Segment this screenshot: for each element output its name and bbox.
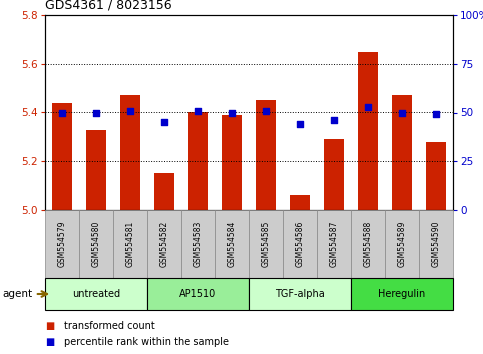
Text: transformed count: transformed count — [64, 321, 155, 331]
Bar — [86, 130, 106, 210]
Text: GSM554582: GSM554582 — [159, 221, 169, 267]
Bar — [45, 210, 79, 278]
Text: agent: agent — [2, 289, 32, 299]
Text: GSM554590: GSM554590 — [431, 221, 440, 267]
Bar — [385, 210, 419, 278]
Bar — [249, 278, 351, 310]
Text: ■: ■ — [45, 337, 54, 347]
Point — [160, 119, 168, 125]
Point — [364, 104, 372, 109]
Text: GSM554589: GSM554589 — [398, 221, 407, 267]
Text: untreated: untreated — [72, 289, 120, 299]
Bar — [426, 142, 446, 210]
Point — [432, 112, 440, 117]
Point — [398, 110, 406, 115]
Text: GSM554585: GSM554585 — [261, 221, 270, 267]
Bar — [324, 139, 344, 210]
Bar — [283, 210, 317, 278]
Text: GSM554588: GSM554588 — [364, 221, 372, 267]
Point — [58, 110, 66, 115]
Text: Heregulin: Heregulin — [378, 289, 426, 299]
Text: GSM554579: GSM554579 — [57, 221, 67, 267]
Bar — [215, 210, 249, 278]
Bar — [79, 210, 113, 278]
Bar — [52, 103, 72, 210]
Text: ■: ■ — [45, 321, 54, 331]
Bar — [222, 115, 242, 210]
Point — [194, 108, 202, 113]
Text: GSM554581: GSM554581 — [126, 221, 134, 267]
Point — [92, 110, 100, 115]
Text: GSM554583: GSM554583 — [194, 221, 202, 267]
Bar — [181, 210, 215, 278]
Text: GSM554580: GSM554580 — [91, 221, 100, 267]
Bar — [147, 278, 249, 310]
Bar — [392, 96, 412, 210]
Bar — [290, 195, 310, 210]
Bar — [351, 210, 385, 278]
Bar — [147, 210, 181, 278]
Text: AP1510: AP1510 — [179, 289, 216, 299]
Point — [330, 118, 338, 123]
Text: GSM554584: GSM554584 — [227, 221, 237, 267]
Point — [296, 121, 304, 127]
Point — [126, 108, 134, 113]
Point — [262, 108, 270, 113]
Bar — [419, 210, 453, 278]
Bar — [351, 278, 453, 310]
Bar — [45, 278, 147, 310]
Bar — [113, 210, 147, 278]
Bar — [317, 210, 351, 278]
Text: percentile rank within the sample: percentile rank within the sample — [64, 337, 229, 347]
Bar — [249, 210, 283, 278]
Text: GSM554586: GSM554586 — [296, 221, 304, 267]
Point — [228, 110, 236, 115]
Bar — [188, 113, 208, 210]
Text: TGF-alpha: TGF-alpha — [275, 289, 325, 299]
Bar — [256, 100, 276, 210]
Bar — [120, 96, 140, 210]
Text: GSM554587: GSM554587 — [329, 221, 339, 267]
Bar — [154, 173, 174, 210]
Bar — [358, 52, 378, 210]
Text: GDS4361 / 8023156: GDS4361 / 8023156 — [45, 0, 171, 11]
